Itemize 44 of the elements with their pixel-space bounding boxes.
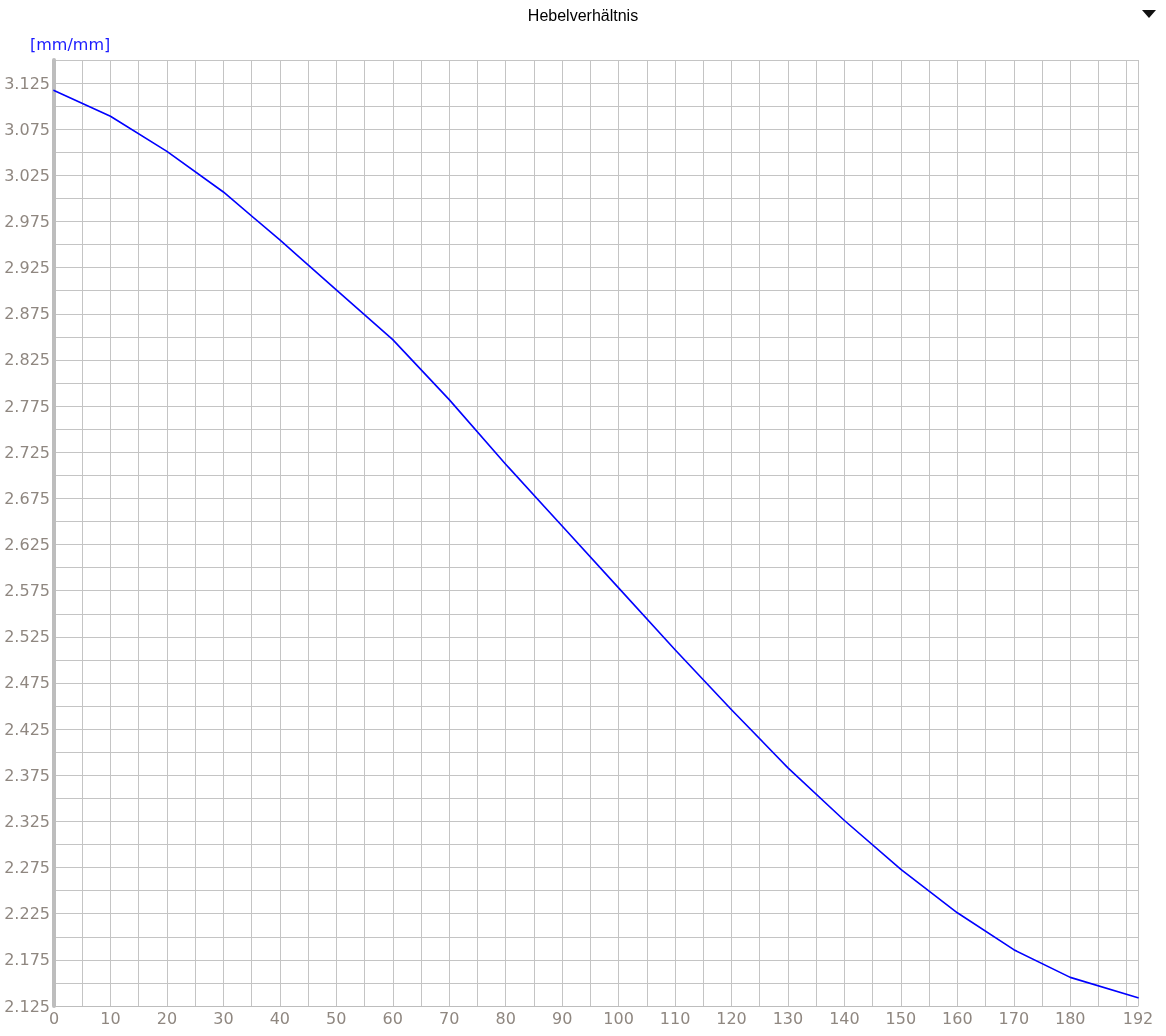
x-tick-label: 180 <box>1054 1008 1086 1028</box>
x-tick-label: 40 <box>269 1008 291 1028</box>
x-tick-label: 50 <box>326 1008 347 1028</box>
y-tick-label: 2.675 <box>4 488 50 508</box>
y-tick-label: 2.575 <box>4 581 50 601</box>
y-tick-label: 3.025 <box>4 165 50 185</box>
y-tick-label: 2.225 <box>4 904 50 924</box>
x-tick-label: 150 <box>885 1008 917 1028</box>
y-tick-label: 2.975 <box>4 212 50 232</box>
y-tick-label: 3.075 <box>4 119 50 139</box>
y-tick-label: 2.325 <box>4 811 50 831</box>
x-tick-label: 130 <box>772 1008 804 1028</box>
y-tick-label: 2.125 <box>4 996 50 1016</box>
chart-title: Hebelverhältnis <box>527 6 639 24</box>
x-tick-label: 160 <box>942 1008 973 1028</box>
x-tick-label: 20 <box>156 1008 178 1028</box>
y-tick-label: 2.825 <box>4 350 50 370</box>
y-tick-label: 2.925 <box>4 258 50 278</box>
y-tick-label: 2.875 <box>4 304 50 324</box>
y-tick-label: 2.525 <box>4 627 50 647</box>
x-tick-label: 70 <box>439 1008 460 1028</box>
x-tick-label: 30 <box>213 1008 234 1028</box>
x-tick-label: 192 <box>1122 1008 1154 1028</box>
x-tick-label: 80 <box>495 1008 516 1028</box>
x-tick-label: 10 <box>100 1008 121 1028</box>
x-tick-label: 110 <box>659 1008 691 1028</box>
x-tick-label: 60 <box>382 1008 403 1028</box>
y-axis-title: [mm/mm] <box>30 34 111 54</box>
x-tick-label: 90 <box>551 1008 573 1028</box>
y-tick-label: 2.625 <box>4 535 50 555</box>
y-tick-label: 2.725 <box>4 442 50 462</box>
x-tick-label: 0 <box>48 1008 60 1028</box>
y-tick-label: 2.475 <box>4 673 50 693</box>
x-tick-label: 100 <box>603 1008 634 1028</box>
x-tick-label: 170 <box>998 1008 1030 1028</box>
x-tick-label: 120 <box>716 1008 747 1028</box>
y-tick-label: 2.775 <box>4 396 50 416</box>
y-tick-label: 2.175 <box>4 950 50 970</box>
y-tick-label: 2.275 <box>4 858 50 878</box>
y-tick-label: 2.375 <box>4 765 50 785</box>
y-tick-label: 3.125 <box>4 73 50 93</box>
line-series <box>53 89 1139 999</box>
y-tick-label: 2.425 <box>4 719 50 739</box>
x-tick-label: 140 <box>829 1008 860 1028</box>
